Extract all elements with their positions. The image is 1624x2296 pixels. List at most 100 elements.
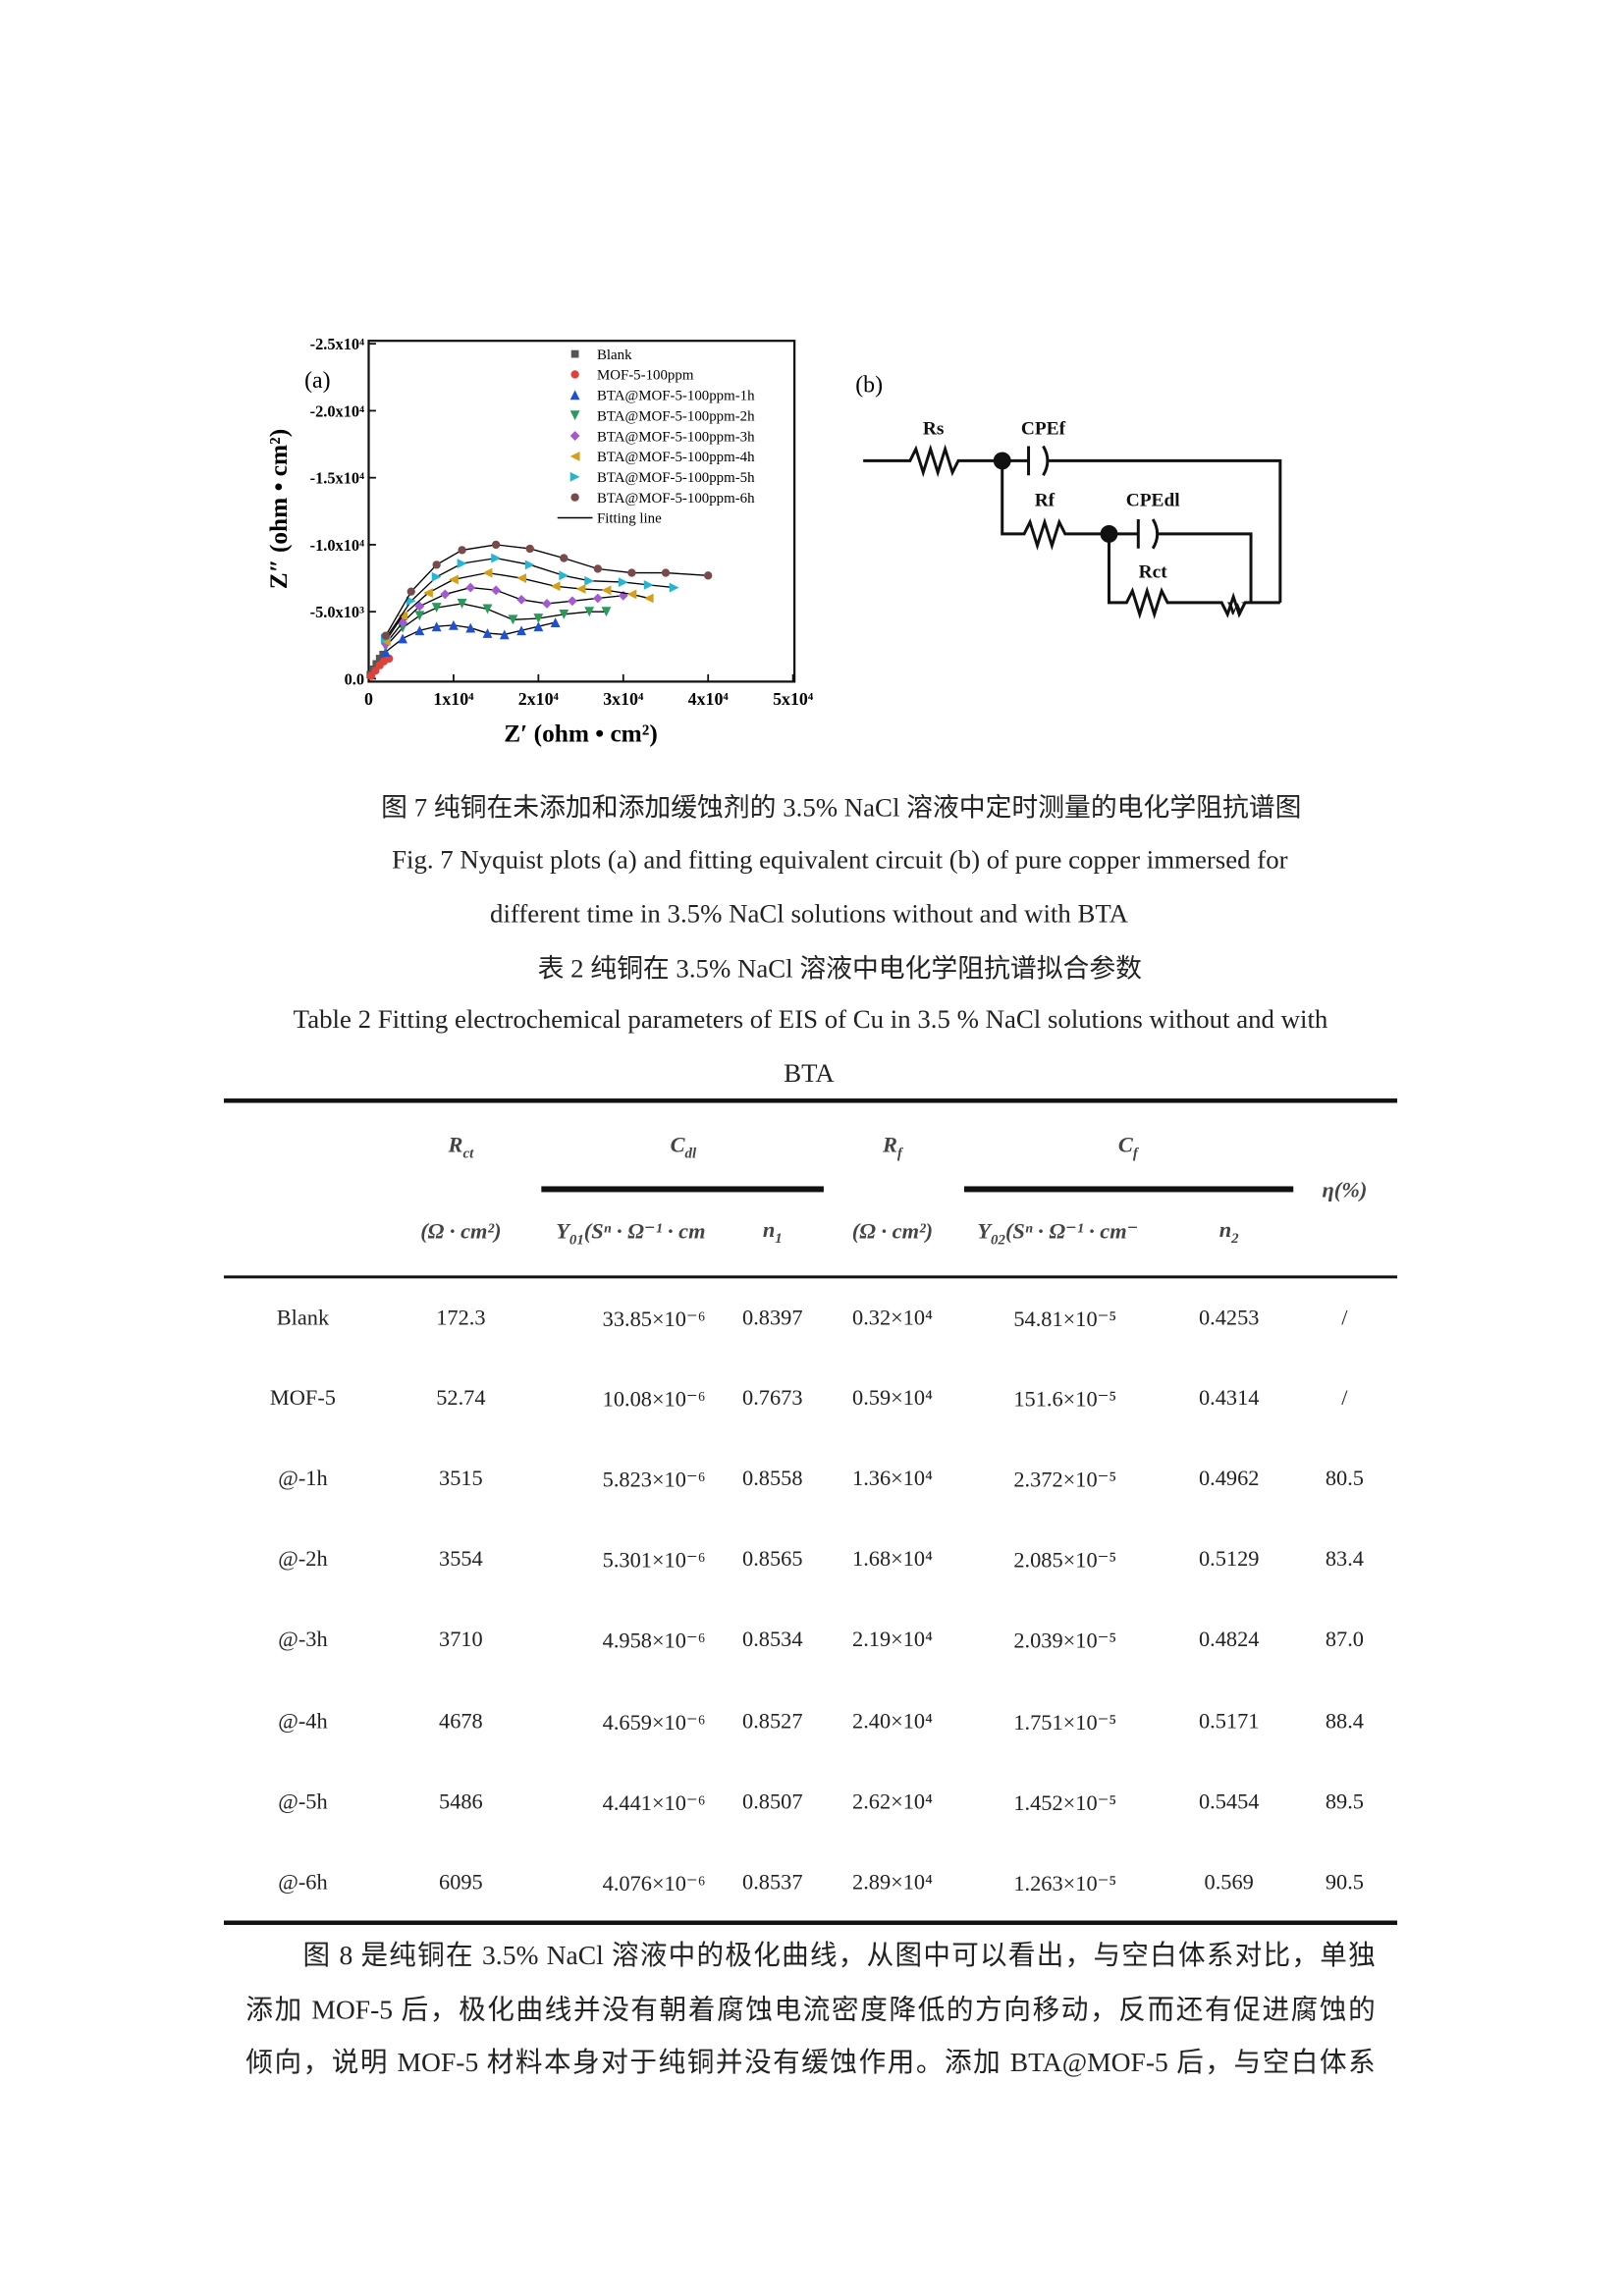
node bbox=[1100, 524, 1118, 543]
data-point bbox=[380, 647, 391, 658]
y-tick-label: -5.0x10³ bbox=[310, 603, 364, 621]
data-point bbox=[431, 571, 442, 582]
header-symbol: R bbox=[883, 1134, 897, 1158]
circuit-label: Rf bbox=[1035, 491, 1056, 511]
column-header: n1 bbox=[763, 1219, 783, 1247]
x-tick-label: 0 bbox=[364, 689, 373, 709]
header-symbol: n bbox=[762, 1218, 776, 1243]
table-cell: 0.5129 bbox=[1198, 1548, 1260, 1573]
data-point bbox=[516, 625, 526, 636]
legend-label: BTA@MOF-5-100ppm-2h bbox=[597, 408, 755, 424]
data-point bbox=[482, 604, 493, 614]
data-point bbox=[423, 588, 433, 598]
table-cell: 0.7673 bbox=[742, 1387, 803, 1412]
table-cell: 5.301×10⁻⁶ bbox=[602, 1550, 706, 1575]
table-cell: 0.8558 bbox=[742, 1468, 803, 1492]
data-point bbox=[568, 596, 577, 607]
table-cell: 0.8537 bbox=[742, 1871, 803, 1895]
table-cell: 4.958×10⁻⁶ bbox=[602, 1630, 706, 1655]
circuit-label: W bbox=[1226, 599, 1246, 619]
data-point bbox=[440, 589, 451, 600]
table-cell: 151.6×10⁻⁵ bbox=[1013, 1388, 1117, 1413]
node bbox=[993, 452, 1011, 470]
data-point bbox=[491, 585, 502, 596]
data-point bbox=[491, 553, 502, 563]
table-cell: 0.5171 bbox=[1198, 1709, 1260, 1734]
figure-caption: Fig. 7 Nyquist plots (a) and fitting equ… bbox=[392, 844, 1288, 875]
table-cell: 1.751×10⁻⁵ bbox=[1013, 1711, 1117, 1735]
figure-caption: 图 7 纯铜在未添加和添加缓蚀剂的 3.5% NaCl 溶液中定时测量的电化学阻… bbox=[381, 792, 1302, 823]
y-tick-label: -1.0x10⁴ bbox=[310, 536, 364, 555]
table-rule bbox=[223, 1920, 1398, 1925]
table-cell: MOF-5 bbox=[269, 1387, 336, 1412]
data-point bbox=[643, 593, 654, 604]
data-point bbox=[398, 633, 407, 644]
table-cell: 2.62×10⁴ bbox=[852, 1790, 933, 1814]
data-point bbox=[381, 631, 390, 640]
data-point bbox=[449, 574, 459, 585]
table-cell: 2.372×10⁻⁵ bbox=[1013, 1469, 1117, 1493]
header-unit: (Ω · cm²) bbox=[420, 1220, 502, 1245]
data-point bbox=[593, 564, 603, 573]
data-point bbox=[704, 571, 713, 580]
table-cell: 172.3 bbox=[436, 1307, 486, 1331]
header-symbol: C bbox=[1117, 1134, 1133, 1158]
table-cell: @-1h bbox=[278, 1468, 328, 1492]
table-cell: 1.36×10⁴ bbox=[852, 1468, 933, 1492]
header-subscript: f bbox=[1132, 1146, 1138, 1162]
data-point bbox=[491, 540, 501, 550]
table-rule bbox=[963, 1186, 1294, 1193]
header-subscript: dl bbox=[684, 1146, 697, 1162]
header-subscript: 1 bbox=[775, 1230, 783, 1248]
data-point bbox=[457, 599, 467, 609]
header-symbol: Y bbox=[556, 1220, 569, 1245]
header-symbol: Y bbox=[977, 1220, 992, 1245]
legend-marker bbox=[570, 493, 579, 502]
data-point bbox=[431, 603, 442, 613]
legend-label: BTA@MOF-5-100ppm-5h bbox=[597, 470, 755, 486]
data-point bbox=[669, 582, 679, 593]
data-point bbox=[516, 573, 526, 583]
data-point bbox=[601, 585, 612, 596]
column-header: Cf bbox=[1118, 1135, 1138, 1162]
data-point bbox=[406, 587, 415, 596]
table-caption: BTA bbox=[784, 1058, 835, 1088]
y-tick-label: 0.0 bbox=[345, 669, 364, 688]
column-header: Rf bbox=[883, 1135, 902, 1162]
table-cell: 0.8534 bbox=[742, 1629, 803, 1653]
table-cell: 4.659×10⁻⁶ bbox=[602, 1711, 706, 1735]
table-cell: 6095 bbox=[439, 1871, 483, 1895]
table-cell: 1.263×10⁻⁵ bbox=[1013, 1872, 1117, 1896]
table-cell: 89.5 bbox=[1325, 1790, 1364, 1814]
header-subscript: 01 bbox=[568, 1232, 584, 1249]
table-cell: 54.81×10⁻⁵ bbox=[1013, 1308, 1117, 1332]
table-cell: 52.74 bbox=[436, 1387, 486, 1412]
data-point bbox=[457, 559, 467, 568]
data-point bbox=[499, 629, 510, 640]
data-point bbox=[533, 614, 544, 623]
data-point bbox=[618, 577, 628, 588]
circuit-label: Rs bbox=[923, 419, 945, 440]
legend-marker bbox=[569, 431, 580, 441]
circuit-label: Rct bbox=[1139, 562, 1168, 583]
circuit-label: CPEdl bbox=[1126, 491, 1180, 511]
table-cell: 0.8527 bbox=[742, 1709, 803, 1734]
table-cell: 33.85×10⁻⁶ bbox=[602, 1308, 706, 1332]
table-cell: 1.68×10⁴ bbox=[852, 1548, 933, 1573]
data-point bbox=[575, 584, 586, 594]
header-subscript: f bbox=[896, 1146, 902, 1162]
column-header: Y02(Sⁿ · Ω⁻¹ · cm⁻ bbox=[977, 1218, 1138, 1249]
table-cell: 2.40×10⁴ bbox=[852, 1709, 933, 1734]
legend-label: BTA@MOF-5-100ppm-4h bbox=[597, 450, 755, 465]
data-point bbox=[449, 619, 459, 630]
header-subscript: 02 bbox=[991, 1232, 1005, 1249]
paragraph-line: 倾向，说明 MOF-5 材料本身对于纯铜并没有缓蚀作用。添加 BTA@MOF-5… bbox=[245, 2049, 1376, 2079]
data-point bbox=[592, 593, 603, 604]
table-cell: 5486 bbox=[439, 1790, 483, 1814]
header-unit: (Sⁿ · Ω⁻¹ · cm bbox=[583, 1220, 706, 1245]
header-symbol: C bbox=[670, 1134, 685, 1158]
data-point bbox=[550, 617, 561, 627]
table-cell: @-6h bbox=[278, 1871, 328, 1895]
